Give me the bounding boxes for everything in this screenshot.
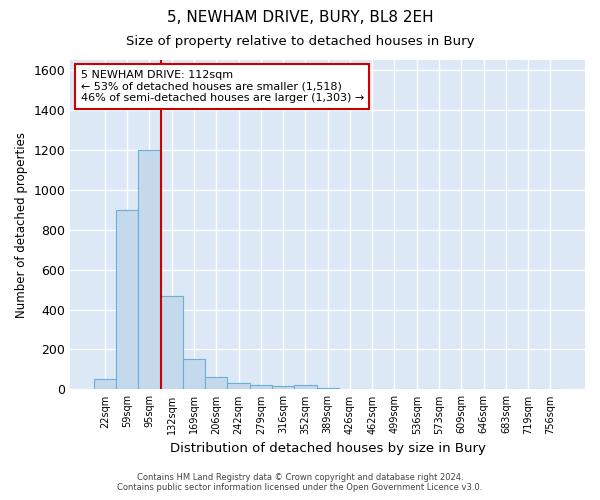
Bar xyxy=(317,388,339,390)
Bar xyxy=(138,150,161,390)
Bar xyxy=(94,380,116,390)
Bar xyxy=(272,386,294,390)
Bar xyxy=(294,386,317,390)
Bar xyxy=(161,296,183,390)
Text: 5, NEWHAM DRIVE, BURY, BL8 2EH: 5, NEWHAM DRIVE, BURY, BL8 2EH xyxy=(167,10,433,25)
Bar xyxy=(250,386,272,390)
X-axis label: Distribution of detached houses by size in Bury: Distribution of detached houses by size … xyxy=(170,442,485,455)
Bar xyxy=(227,384,250,390)
Text: Size of property relative to detached houses in Bury: Size of property relative to detached ho… xyxy=(126,35,474,48)
Text: 5 NEWHAM DRIVE: 112sqm
← 53% of detached houses are smaller (1,518)
46% of semi-: 5 NEWHAM DRIVE: 112sqm ← 53% of detached… xyxy=(80,70,364,103)
Y-axis label: Number of detached properties: Number of detached properties xyxy=(15,132,28,318)
Bar xyxy=(205,378,227,390)
Text: Contains HM Land Registry data © Crown copyright and database right 2024.
Contai: Contains HM Land Registry data © Crown c… xyxy=(118,473,482,492)
Bar xyxy=(183,360,205,390)
Bar xyxy=(116,210,138,390)
